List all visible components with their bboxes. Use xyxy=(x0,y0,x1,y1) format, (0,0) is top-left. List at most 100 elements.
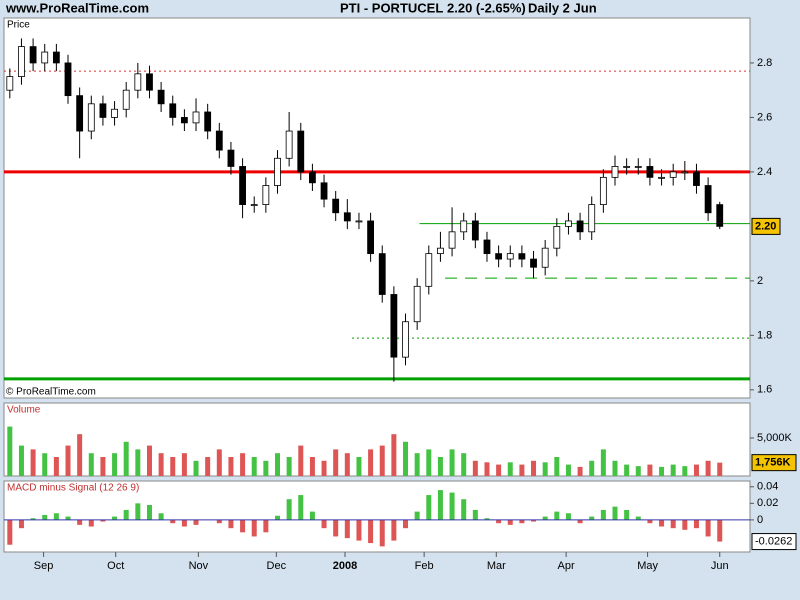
candle-body xyxy=(565,220,572,227)
x-tick-label: Dec xyxy=(267,560,287,572)
bar xyxy=(216,449,222,476)
bar xyxy=(635,466,641,476)
y-tick-label: 2 xyxy=(757,275,763,287)
candle-body xyxy=(180,117,188,124)
x-tick-label: 2008 xyxy=(333,560,357,572)
candle-body xyxy=(262,185,270,205)
copyright: © ProRealTime.com xyxy=(6,387,96,398)
candle-body xyxy=(355,220,363,223)
x-tick-label: Oct xyxy=(107,560,124,572)
candle-body xyxy=(437,247,444,255)
bar xyxy=(542,462,548,476)
bar xyxy=(717,462,723,476)
bar xyxy=(554,511,560,520)
last-value-box xyxy=(751,454,797,472)
last-value-label: 1,756K xyxy=(755,457,791,469)
bar xyxy=(519,464,525,476)
bar xyxy=(612,460,618,476)
x-tick-label: Sep xyxy=(34,560,54,572)
bar xyxy=(705,519,711,537)
bar xyxy=(228,456,234,476)
bar xyxy=(298,495,304,520)
bar xyxy=(507,519,513,525)
bar xyxy=(263,460,269,476)
period: Daily 2 Jun xyxy=(528,0,597,15)
bar xyxy=(88,453,94,476)
bar xyxy=(461,499,467,520)
y-tick-label: 2.8 xyxy=(757,57,772,69)
bar xyxy=(647,464,653,476)
bar xyxy=(30,449,36,476)
bar xyxy=(368,519,374,544)
bar xyxy=(309,511,315,520)
bar xyxy=(542,516,548,520)
bar xyxy=(53,513,59,520)
bar xyxy=(286,456,292,476)
bar xyxy=(356,456,362,476)
bar xyxy=(612,506,618,520)
candle-body xyxy=(611,166,619,178)
candle-body xyxy=(297,130,305,173)
y-tick-label: 0.04 xyxy=(757,481,778,493)
bar xyxy=(554,456,560,476)
candle-body xyxy=(169,103,177,118)
bar xyxy=(18,445,24,476)
bar xyxy=(333,519,339,537)
bar xyxy=(251,456,257,476)
candle-body xyxy=(425,253,433,287)
bar xyxy=(577,519,583,524)
bar xyxy=(472,509,478,520)
bar xyxy=(507,462,513,476)
bar xyxy=(251,519,257,537)
candle-body xyxy=(250,204,258,206)
candle-body xyxy=(18,46,25,77)
symbol: PTI - PORTUCEL xyxy=(340,0,443,15)
bar xyxy=(647,519,653,524)
bar xyxy=(624,509,630,520)
x-tick-label: Jun xyxy=(711,560,729,572)
quote: 2.20 (-2.65%) xyxy=(447,0,526,15)
bar xyxy=(274,453,280,476)
bar xyxy=(659,519,665,527)
bar xyxy=(193,460,199,476)
bar xyxy=(100,519,106,522)
bar xyxy=(181,453,187,476)
bar xyxy=(693,519,699,529)
bar xyxy=(426,495,432,520)
bar xyxy=(461,453,467,476)
candle-body xyxy=(215,130,223,151)
bar xyxy=(205,456,211,476)
site-link[interactable]: www.ProRealTime.com xyxy=(5,0,149,15)
bar xyxy=(705,460,711,476)
bar xyxy=(484,518,490,520)
bar xyxy=(344,519,350,539)
bar xyxy=(600,449,606,476)
bar xyxy=(682,466,688,476)
bar xyxy=(18,519,24,529)
candle-body xyxy=(634,166,642,168)
candle-body xyxy=(99,103,107,118)
bar xyxy=(135,503,141,520)
last-price-label: 2.20 xyxy=(755,220,776,232)
y-tick-label: 2.6 xyxy=(757,111,772,123)
bar xyxy=(146,445,152,476)
bar xyxy=(682,519,688,530)
candle-body xyxy=(553,225,561,249)
candle-body xyxy=(52,51,60,64)
panel-title: Price xyxy=(7,20,30,31)
candle-body xyxy=(390,294,398,358)
candle-body xyxy=(448,231,456,249)
y-tick-label: 0.02 xyxy=(757,497,778,509)
last-price-box xyxy=(751,217,781,235)
bar xyxy=(589,460,595,476)
bar xyxy=(146,504,152,520)
candle-body xyxy=(693,171,700,186)
bar xyxy=(565,464,571,476)
bar xyxy=(193,519,199,525)
last-value-label: -0.0262 xyxy=(755,535,792,547)
candle-body xyxy=(402,321,409,358)
candle-body xyxy=(483,239,491,255)
bar xyxy=(77,434,83,476)
bar xyxy=(379,445,385,476)
bar xyxy=(112,453,118,476)
